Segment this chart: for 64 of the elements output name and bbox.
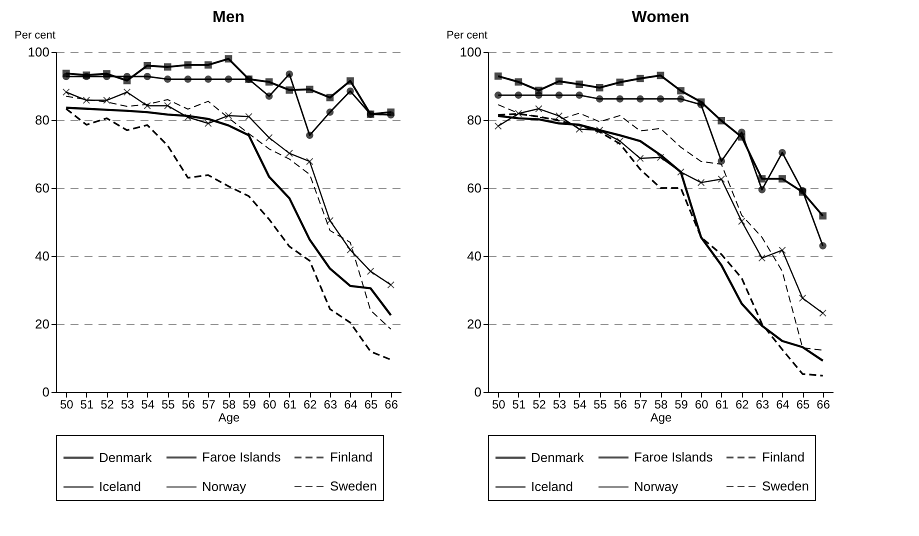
legend-label: Norway bbox=[202, 479, 247, 494]
x-tick-label: 57 bbox=[634, 398, 648, 412]
x-tick-label: 62 bbox=[735, 398, 750, 412]
x-tick-label: 58 bbox=[654, 398, 668, 412]
x-tick-label: 57 bbox=[202, 398, 216, 412]
y-tick-label: 40 bbox=[35, 248, 50, 264]
legend-label: Norway bbox=[634, 479, 679, 494]
x-tick-label: 63 bbox=[756, 398, 770, 412]
x-tick-label: 52 bbox=[532, 398, 546, 412]
x-tick-label: 64 bbox=[344, 398, 358, 412]
x-tick-label: 63 bbox=[324, 398, 338, 412]
y-tick-label: 100 bbox=[460, 44, 482, 60]
x-axis-title: Age bbox=[218, 410, 240, 424]
x-axis-title: Age bbox=[650, 410, 672, 424]
chart-title: Women bbox=[632, 9, 690, 26]
x-tick-label: 50 bbox=[492, 398, 506, 412]
x-tick-label: 56 bbox=[614, 398, 628, 412]
x-tick-label: 51 bbox=[512, 398, 526, 412]
y-tick-label: 20 bbox=[467, 316, 482, 332]
x-tick-label: 55 bbox=[161, 398, 176, 412]
x-tick-label: 54 bbox=[141, 398, 155, 412]
y-tick-label: 20 bbox=[35, 316, 50, 332]
y-tick-label: 0 bbox=[474, 384, 482, 400]
x-tick-label: 50 bbox=[60, 398, 74, 412]
y-tick-label: 100 bbox=[28, 44, 50, 60]
legend-label: Iceland bbox=[99, 479, 141, 494]
x-tick-label: 61 bbox=[715, 398, 729, 412]
x-tick-label: 65 bbox=[364, 398, 378, 412]
x-tick-label: 65 bbox=[796, 398, 810, 412]
x-tick-label: 59 bbox=[242, 398, 256, 412]
x-tick-label: 60 bbox=[262, 398, 277, 412]
x-tick-label: 59 bbox=[674, 398, 688, 412]
x-tick-label: 56 bbox=[182, 398, 196, 412]
x-tick-label: 55 bbox=[593, 398, 608, 412]
legend-label: Faroe Islands bbox=[202, 450, 282, 464]
y-tick-label: 0 bbox=[42, 384, 50, 400]
y-tick-label: 60 bbox=[467, 180, 482, 196]
legend-label: Denmark bbox=[99, 450, 152, 465]
x-tick-label: 66 bbox=[816, 398, 830, 412]
x-tick-label: 52 bbox=[100, 398, 114, 412]
legend-label: Finland bbox=[330, 450, 373, 464]
y-axis-title: Per cent bbox=[14, 30, 56, 42]
x-tick-label: 53 bbox=[120, 398, 135, 412]
x-tick-label: 60 bbox=[694, 398, 709, 412]
y-tick-label: 80 bbox=[467, 112, 482, 128]
y-tick-label: 60 bbox=[35, 180, 50, 196]
x-tick-label: 51 bbox=[80, 398, 94, 412]
legend-label: Denmark bbox=[531, 450, 584, 465]
legend-label: Sweden bbox=[762, 478, 809, 494]
legend-label: Finland bbox=[762, 450, 805, 464]
x-tick-label: 66 bbox=[384, 398, 398, 412]
x-tick-label: 53 bbox=[552, 398, 567, 412]
x-tick-label: 54 bbox=[573, 398, 587, 412]
legend-label: Sweden bbox=[330, 478, 377, 494]
x-tick-label: 58 bbox=[222, 398, 236, 412]
chart-title: Men bbox=[212, 9, 244, 26]
x-tick-label: 64 bbox=[776, 398, 790, 412]
y-tick-label: 80 bbox=[35, 112, 50, 128]
legend-label: Iceland bbox=[531, 479, 573, 494]
y-axis-title: Per cent bbox=[446, 30, 488, 42]
y-tick-label: 40 bbox=[467, 248, 482, 264]
x-tick-label: 61 bbox=[283, 398, 297, 412]
legend-label: Faroe Islands bbox=[634, 450, 714, 464]
x-tick-label: 62 bbox=[303, 398, 318, 412]
